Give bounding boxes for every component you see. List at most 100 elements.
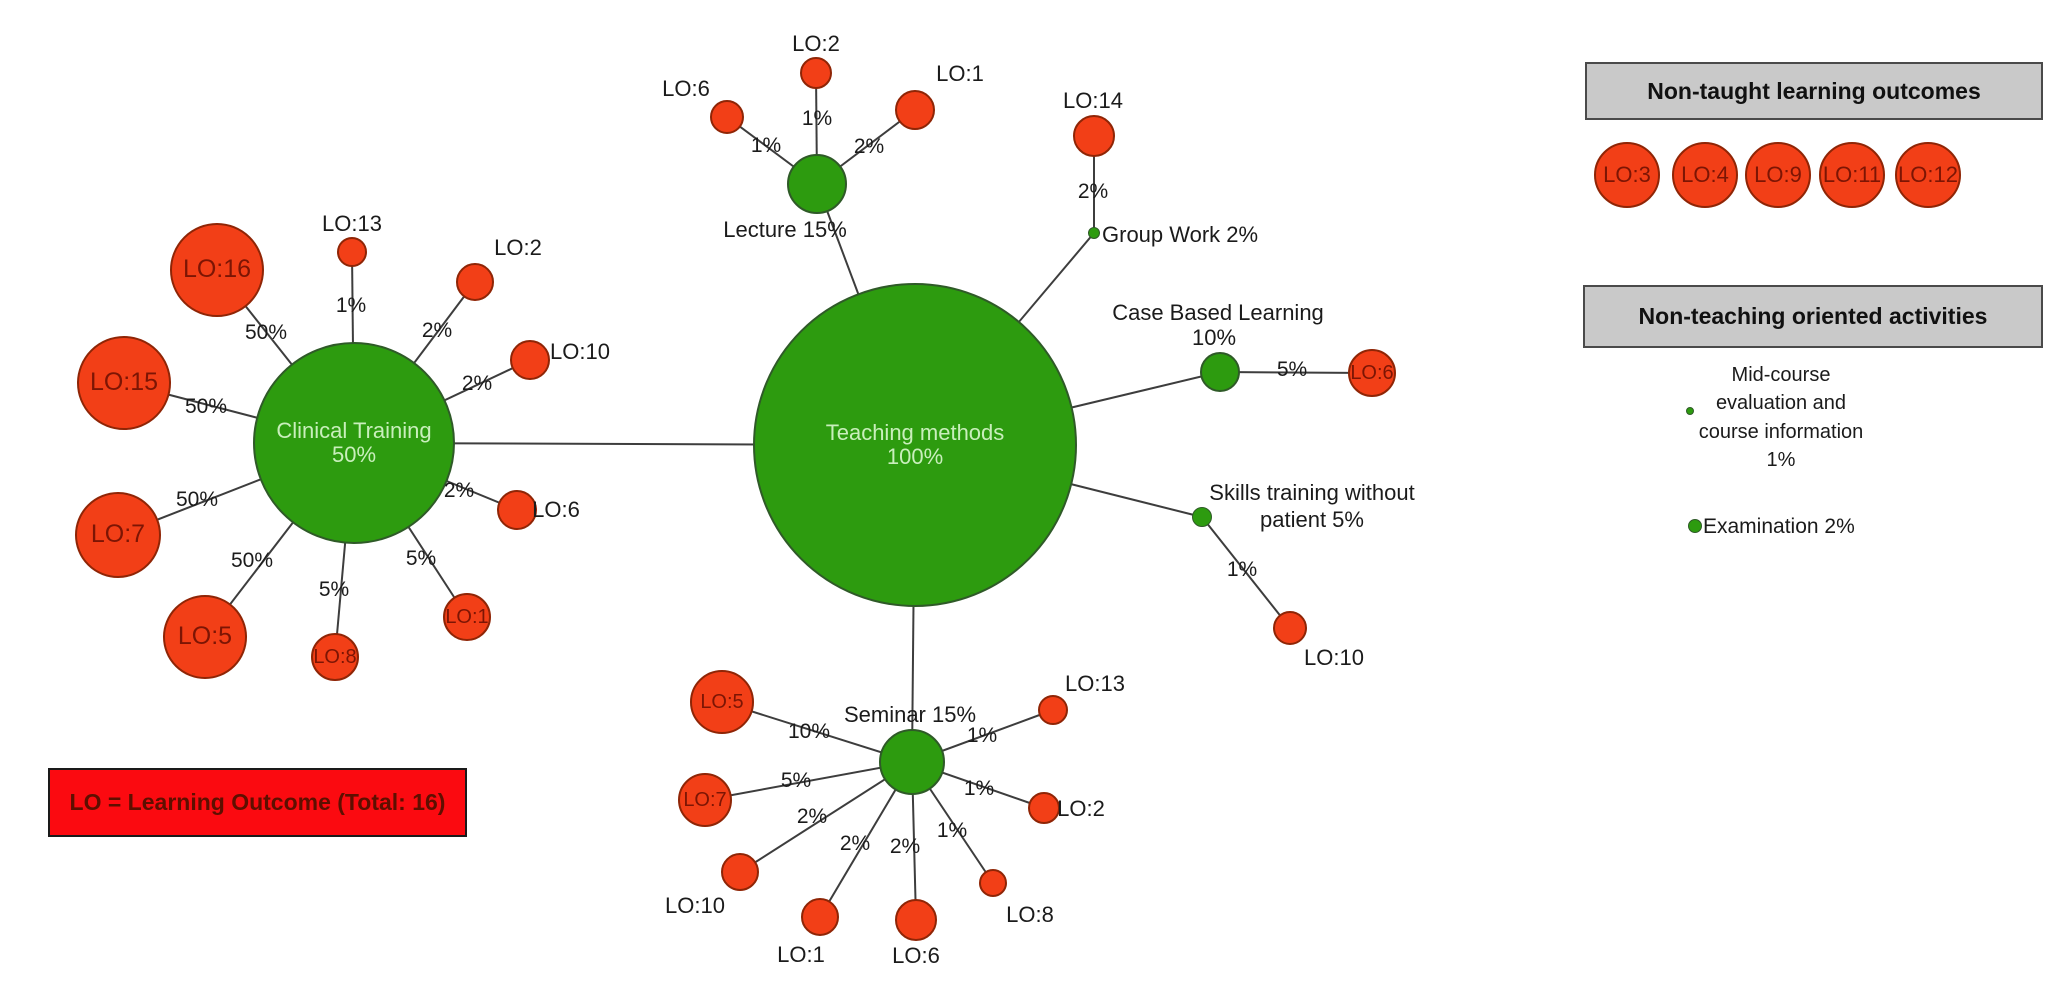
outcome-node-clinical-lo1: LO:1 xyxy=(443,593,491,641)
outcome-node-seminar-lo1 xyxy=(801,898,839,936)
pct-seminar-lo2: 1% xyxy=(963,777,995,800)
outcome-node-seminar-lo10 xyxy=(721,853,759,891)
outcome-node-skills-lo10 xyxy=(1273,611,1307,645)
pct-clinical-lo10: 2% xyxy=(461,372,493,395)
outcome-node-groupwork-lo14 xyxy=(1073,115,1115,157)
label-seminar-lo8: LO:8 xyxy=(1006,902,1054,927)
label-lecture-lo2: LO:2 xyxy=(792,31,840,56)
mid-course-line2: evaluation and xyxy=(1715,392,1847,415)
method-node-group-work xyxy=(1088,227,1100,239)
skills-label-line2: patient 5% xyxy=(1260,507,1364,532)
outcome-node-clinical-lo10 xyxy=(510,340,550,380)
pct-clinical-lo13: 1% xyxy=(335,294,367,317)
outcome-node-clinical-lo13 xyxy=(337,237,367,267)
label-seminar-lo13: LO:13 xyxy=(1065,671,1125,696)
non-taught-lo12: LO:12 xyxy=(1895,142,1961,208)
edge-seminar-lo10 xyxy=(739,761,913,873)
outcome-node-clinical-lo6 xyxy=(497,490,537,530)
outcome-node-seminar-lo13 xyxy=(1038,695,1068,725)
lecture-label: Lecture 15% xyxy=(723,217,847,242)
outcome-node-seminar-lo5: LO:5 xyxy=(690,670,754,734)
label-seminar-lo1: LO:1 xyxy=(777,942,825,967)
pct-clinical-lo7: 50% xyxy=(175,488,219,511)
label-seminar-lo6: LO:6 xyxy=(892,943,940,968)
group-work-label: Group Work 2% xyxy=(1102,222,1259,247)
mid-course-line4: 1% xyxy=(1766,449,1796,472)
case-based-pct: 10% xyxy=(1191,325,1237,350)
pct-skills-lo10: 1% xyxy=(1226,558,1258,581)
edge-casebased-lo6 xyxy=(1219,371,1373,374)
label-seminar-lo10: LO:10 xyxy=(665,893,725,918)
pct-clinical-lo2: 2% xyxy=(421,319,453,342)
outcome-node-lecture-lo6 xyxy=(710,100,744,134)
method-node-case-based-learning xyxy=(1200,352,1240,392)
non-taught-header: Non-taught learning outcomes xyxy=(1585,62,2043,120)
pct-clinical-lo1: 5% xyxy=(405,547,437,570)
outcome-node-clinical-lo8: LO:8 xyxy=(311,633,359,681)
outcome-node-clinical-lo15: LO:15 xyxy=(77,336,171,430)
pct-seminar-lo1: 2% xyxy=(839,832,871,855)
pct-seminar-lo6: 2% xyxy=(889,835,921,858)
outcome-node-seminar-lo7: LO:7 xyxy=(678,773,732,827)
pct-groupwork-lo14: 2% xyxy=(1077,180,1109,203)
outcome-node-clinical-lo16: LO:16 xyxy=(170,223,264,317)
pct-clinical-lo8: 5% xyxy=(318,578,350,601)
pct-lecture-lo2: 1% xyxy=(801,107,833,130)
label-clinical-lo2: LO:2 xyxy=(494,235,542,260)
pct-clinical-lo16: 50% xyxy=(244,321,288,344)
outcome-node-seminar-lo8 xyxy=(979,869,1007,897)
skills-label-line1: Skills training without xyxy=(1209,480,1415,505)
examination-label: Examination 2% xyxy=(1703,515,1855,538)
outcome-node-clinical-lo7: LO:7 xyxy=(75,492,161,578)
non-taught-lo4: LO:4 xyxy=(1672,142,1738,208)
mid-course-line3: course information xyxy=(1698,420,1864,443)
method-node-skills-training xyxy=(1192,507,1212,527)
pct-clinical-lo5: 50% xyxy=(230,549,274,572)
label-lecture-lo6: LO:6 xyxy=(662,76,710,101)
outcome-node-seminar-lo2 xyxy=(1028,792,1060,824)
label-clinical-lo10: LO:10 xyxy=(550,339,610,364)
label-groupwork-lo14: LO:14 xyxy=(1063,88,1123,113)
pct-seminar-lo13: 1% xyxy=(966,724,998,747)
label-clinical-lo6: LO:6 xyxy=(532,497,580,522)
non-teaching-header: Non-teaching oriented activities xyxy=(1583,285,2043,348)
pct-casebased-lo6: 5% xyxy=(1276,358,1308,381)
outcome-node-lecture-lo2 xyxy=(800,57,832,89)
pct-lecture-lo6: 1% xyxy=(750,134,782,157)
edge-skills-lo10 xyxy=(1201,516,1291,629)
non-taught-lo3: LO:3 xyxy=(1594,142,1660,208)
outcome-node-clinical-lo5: LO:5 xyxy=(163,595,247,679)
outcome-node-clinical-lo2 xyxy=(456,263,494,301)
teaching-methods-label: Teaching methods xyxy=(825,419,1005,445)
pct-seminar-lo7: 5% xyxy=(780,769,812,792)
mid-course-label: Mid-course evaluation and course informa… xyxy=(1671,361,1891,475)
outcome-node-casebased-lo6: LO:6 xyxy=(1348,349,1396,397)
seminar-label: Seminar 15% xyxy=(843,702,977,727)
method-node-lecture xyxy=(787,154,847,214)
pct-seminar-lo8: 1% xyxy=(936,819,968,842)
teaching-methods-pct: 100% xyxy=(886,444,944,469)
outcome-node-seminar-lo6 xyxy=(895,899,937,941)
case-based-label: Case Based Learning xyxy=(1112,300,1324,325)
label-skills-lo10: LO:10 xyxy=(1304,645,1364,670)
edge-seminar-lo7 xyxy=(704,761,913,801)
non-taught-lo9: LO:9 xyxy=(1745,142,1811,208)
label-lecture-lo1: LO:1 xyxy=(936,61,984,86)
label-clinical-lo13: LO:13 xyxy=(322,211,382,236)
method-node-seminar xyxy=(879,729,945,795)
label-seminar-lo2: LO:2 xyxy=(1057,796,1105,821)
non-taught-lo11: LO:11 xyxy=(1819,142,1885,208)
pct-clinical-lo6: 2% xyxy=(443,479,475,502)
lo-note-box: LO = Learning Outcome (Total: 16) xyxy=(48,768,467,837)
pct-seminar-lo5: 10% xyxy=(787,720,831,743)
examination-dot xyxy=(1688,519,1702,533)
method-node-clinical-training: Clinical Training 50% xyxy=(253,342,455,544)
pct-clinical-lo15: 50% xyxy=(184,395,228,418)
outcome-node-lecture-lo1 xyxy=(895,90,935,130)
method-node-teaching-methods: Teaching methods 100% xyxy=(753,283,1077,607)
mid-course-dot xyxy=(1686,407,1694,415)
pct-seminar-lo10: 2% xyxy=(796,805,828,828)
mid-course-line1: Mid-course xyxy=(1731,364,1831,386)
pct-lecture-lo1: 2% xyxy=(853,135,885,158)
